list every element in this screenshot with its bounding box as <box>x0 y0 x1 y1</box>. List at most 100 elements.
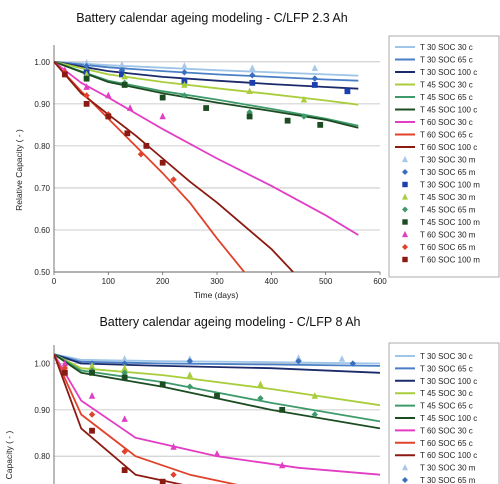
chart1-legend-swatch-t-30-soc-30-m <box>402 155 408 163</box>
chart1-legend-label-t-60-soc-100-m: T 60 SOC 100 m <box>420 256 480 265</box>
chart2-point-t-60-soc-65-m <box>121 448 128 455</box>
chart1-legend-label-t-30-soc-65-m: T 30 SOC 65 m <box>420 168 476 177</box>
chart1-y-tick-label: 0.70 <box>34 184 50 193</box>
chart2-point-t-45-soc-30-m <box>311 392 318 399</box>
chart1-x-axis-label: Time (days) <box>194 290 239 300</box>
chart1-line-t-30-soc-30-c <box>54 60 359 77</box>
chart1-point-t-30-soc-100-m <box>311 82 318 88</box>
chart1-line-t-45-soc-30-c <box>54 60 359 106</box>
chart1-y-tick-label: 0.60 <box>34 226 50 235</box>
chart2-point-t-60-soc-30-m <box>61 359 69 367</box>
chart1-point-t-30-soc-100-m <box>249 79 256 86</box>
chart1-x-tick-label: 100 <box>102 277 116 286</box>
chart2-point-t-30-soc-30-m <box>295 354 302 361</box>
chart1-point-t-45-soc-30-m <box>246 87 253 95</box>
chart2-point-t-30-soc-30-m <box>121 355 128 362</box>
chart2-legend-label-t-45-soc-30-c: T 45 SOC 30 c <box>420 389 473 398</box>
chart2-legend-label-t-60-soc-100-c: T 60 SOC 100 c <box>420 451 477 460</box>
chart2-legend-label-t-60-soc-65-c: T 60 SOC 65 c <box>420 439 473 448</box>
chart1-legend-label-t-45-soc-30-c: T 45 SOC 30 c <box>420 81 473 90</box>
chart1-point-t-45-soc-30-m <box>83 70 90 78</box>
chart2-point-t-45-soc-100-m <box>214 393 220 399</box>
chart2-point-t-45-soc-30-m <box>186 371 194 378</box>
chart1-point-t-60-soc-100-m <box>124 130 131 137</box>
chart2-line-t-60-soc-30-c <box>54 353 380 476</box>
chart1-legend-swatch-t-45-soc-100-m <box>402 219 408 225</box>
chart1-line-t-45-soc-100-c <box>54 60 359 129</box>
chart2-y-tick-label: 0.80 <box>34 452 50 461</box>
chart1-legend-swatch-t-30-soc-65-m <box>402 169 408 175</box>
chart1-legend-label-t-30-soc-30-m: T 30 SOC 30 m <box>420 156 476 165</box>
chart1-point-t-30-soc-65-m <box>83 62 90 70</box>
chart1-x-tick-label: 400 <box>265 277 279 286</box>
chart1-title: Battery calendar ageing modeling - C/LFP… <box>76 11 348 25</box>
chart1-x-tick-label: 200 <box>156 277 170 286</box>
chart2-point-t-45-soc-100-m <box>159 381 166 388</box>
chart1-point-t-30-soc-100-m <box>181 77 188 84</box>
chart1-point-t-30-soc-65-m <box>181 69 188 76</box>
chart2-legend: T 30 SOC 30 c T 30 SOC 65 c T 30 SOC 100 c… <box>388 342 500 484</box>
chart1-point-t-45-soc-100-m <box>203 105 210 111</box>
chart1-point-t-30-soc-30-m <box>118 60 126 68</box>
chart1-point-t-60-soc-100-m <box>105 113 112 120</box>
chart2-point-t-30-soc-65-m <box>295 358 302 365</box>
chart1-legend-label-t-30-soc-65-c: T 30 SOC 65 c <box>420 56 473 65</box>
chart1-point-t-45-soc-65-m <box>300 113 308 120</box>
chart1-point-t-60-soc-100-m <box>143 142 150 149</box>
chart1-legend-label-t-45-soc-30-m: T 45 SOC 30 m <box>420 193 476 202</box>
chart1-point-t-60-soc-30-m <box>126 104 134 111</box>
chart2-y-tick-label: 0.90 <box>34 406 50 415</box>
chart1-x-tick-label: 300 <box>210 277 224 286</box>
chart2-legend-label-t-60-soc-30-c: T 60 SOC 30 c <box>420 426 473 435</box>
chart1-point-t-30-soc-100-m <box>344 88 351 95</box>
chart1-y-tick-label: 0.90 <box>34 100 50 109</box>
chart2-point-t-45-soc-65-m <box>186 383 194 390</box>
chart2-point-t-45-soc-100-m <box>279 406 286 413</box>
chart1-legend-label-t-60-soc-65-c: T 60 SOC 65 c <box>420 131 473 140</box>
chart2-point-t-45-soc-65-m <box>311 411 318 418</box>
chart1-legend-label-t-60-soc-30-c: T 60 SOC 30 c <box>420 118 473 127</box>
chart1-legend-label-t-30-soc-30-c: T 30 SOC 30 c <box>420 43 473 52</box>
chart2-legend-swatch-t-30-soc-30-m <box>402 464 408 471</box>
chart1-x-tick-label: 500 <box>319 277 333 286</box>
chart1-point-t-45-soc-100-m <box>284 117 291 124</box>
chart2-line-t-60-soc-100-c <box>54 353 184 484</box>
chart2-point-t-30-soc-65-m <box>121 360 128 367</box>
chart1-point-t-30-soc-65-m <box>249 72 256 79</box>
chart1-y-axis-label: Relative Capacity ( - ) <box>14 129 24 211</box>
chart1-legend-label-t-45-soc-65-c: T 45 SOC 65 c <box>420 93 473 102</box>
chart2-y-axis-label: Capacity ( - ) <box>4 431 14 480</box>
chart1-legend-label-t-60-soc-100-c: T 60 SOC 100 c <box>420 143 477 152</box>
chart2-line-t-45-soc-30-c <box>54 353 380 407</box>
chart1-point-t-30-soc-30-m <box>181 62 188 69</box>
chart1-point-t-60-soc-30-m <box>105 91 112 99</box>
chart1-legend-label-t-60-soc-65-m: T 60 SOC 65 m <box>420 243 476 252</box>
chart2-line-t-30-soc-30-c <box>54 353 380 365</box>
chart1-series-group <box>54 58 359 272</box>
chart1-legend-label-t-45-soc-100-m: T 45 SOC 100 m <box>420 218 480 227</box>
chart2-legend-label-t-30-soc-100-c: T 30 SOC 100 c <box>420 377 477 386</box>
chart1-point-t-60-soc-100-m <box>61 71 68 78</box>
chart2-line-t-30-soc-100-c <box>54 353 380 374</box>
chart2-point-t-60-soc-100-m <box>89 427 95 434</box>
chart2-legend-box <box>388 342 500 484</box>
chart2-legend-label-t-30-soc-65-m: T 30 SOC 65 m <box>420 476 476 484</box>
chart1-point-t-45-soc-100-m <box>83 75 90 82</box>
chart1-point-t-45-soc-65-m <box>181 92 188 99</box>
chart1-legend-swatch-t-60-soc-65-m <box>402 244 408 250</box>
chart1-line-t-30-soc-65-c <box>54 60 359 82</box>
chart2-point-t-45-soc-30-m <box>121 364 128 371</box>
chart2-legend-label-t-45-soc-100-c: T 45 SOC 100 c <box>420 414 477 423</box>
chart1-legend-swatch-t-45-soc-65-m <box>402 206 408 213</box>
chart2-point-t-60-soc-30-m <box>88 392 96 399</box>
chart1-point-t-60-soc-30-m <box>159 112 166 120</box>
chart1-line-t-30-soc-100-c <box>54 60 359 90</box>
chart1-point-t-45-soc-30-m <box>121 72 128 80</box>
chart1-point-t-60-soc-100-m <box>159 159 166 166</box>
chart2-legend-label-t-30-soc-30-m: T 30 SOC 30 m <box>420 464 476 473</box>
chart1-point-t-60-soc-65-m <box>137 151 145 158</box>
chart1-legend-swatch-t-45-soc-30-m <box>402 193 408 200</box>
chart2-point-t-30-soc-65-m <box>186 358 194 365</box>
chart2-point-t-45-soc-65-m <box>121 369 128 376</box>
chart1-point-t-30-soc-65-m <box>118 67 126 74</box>
